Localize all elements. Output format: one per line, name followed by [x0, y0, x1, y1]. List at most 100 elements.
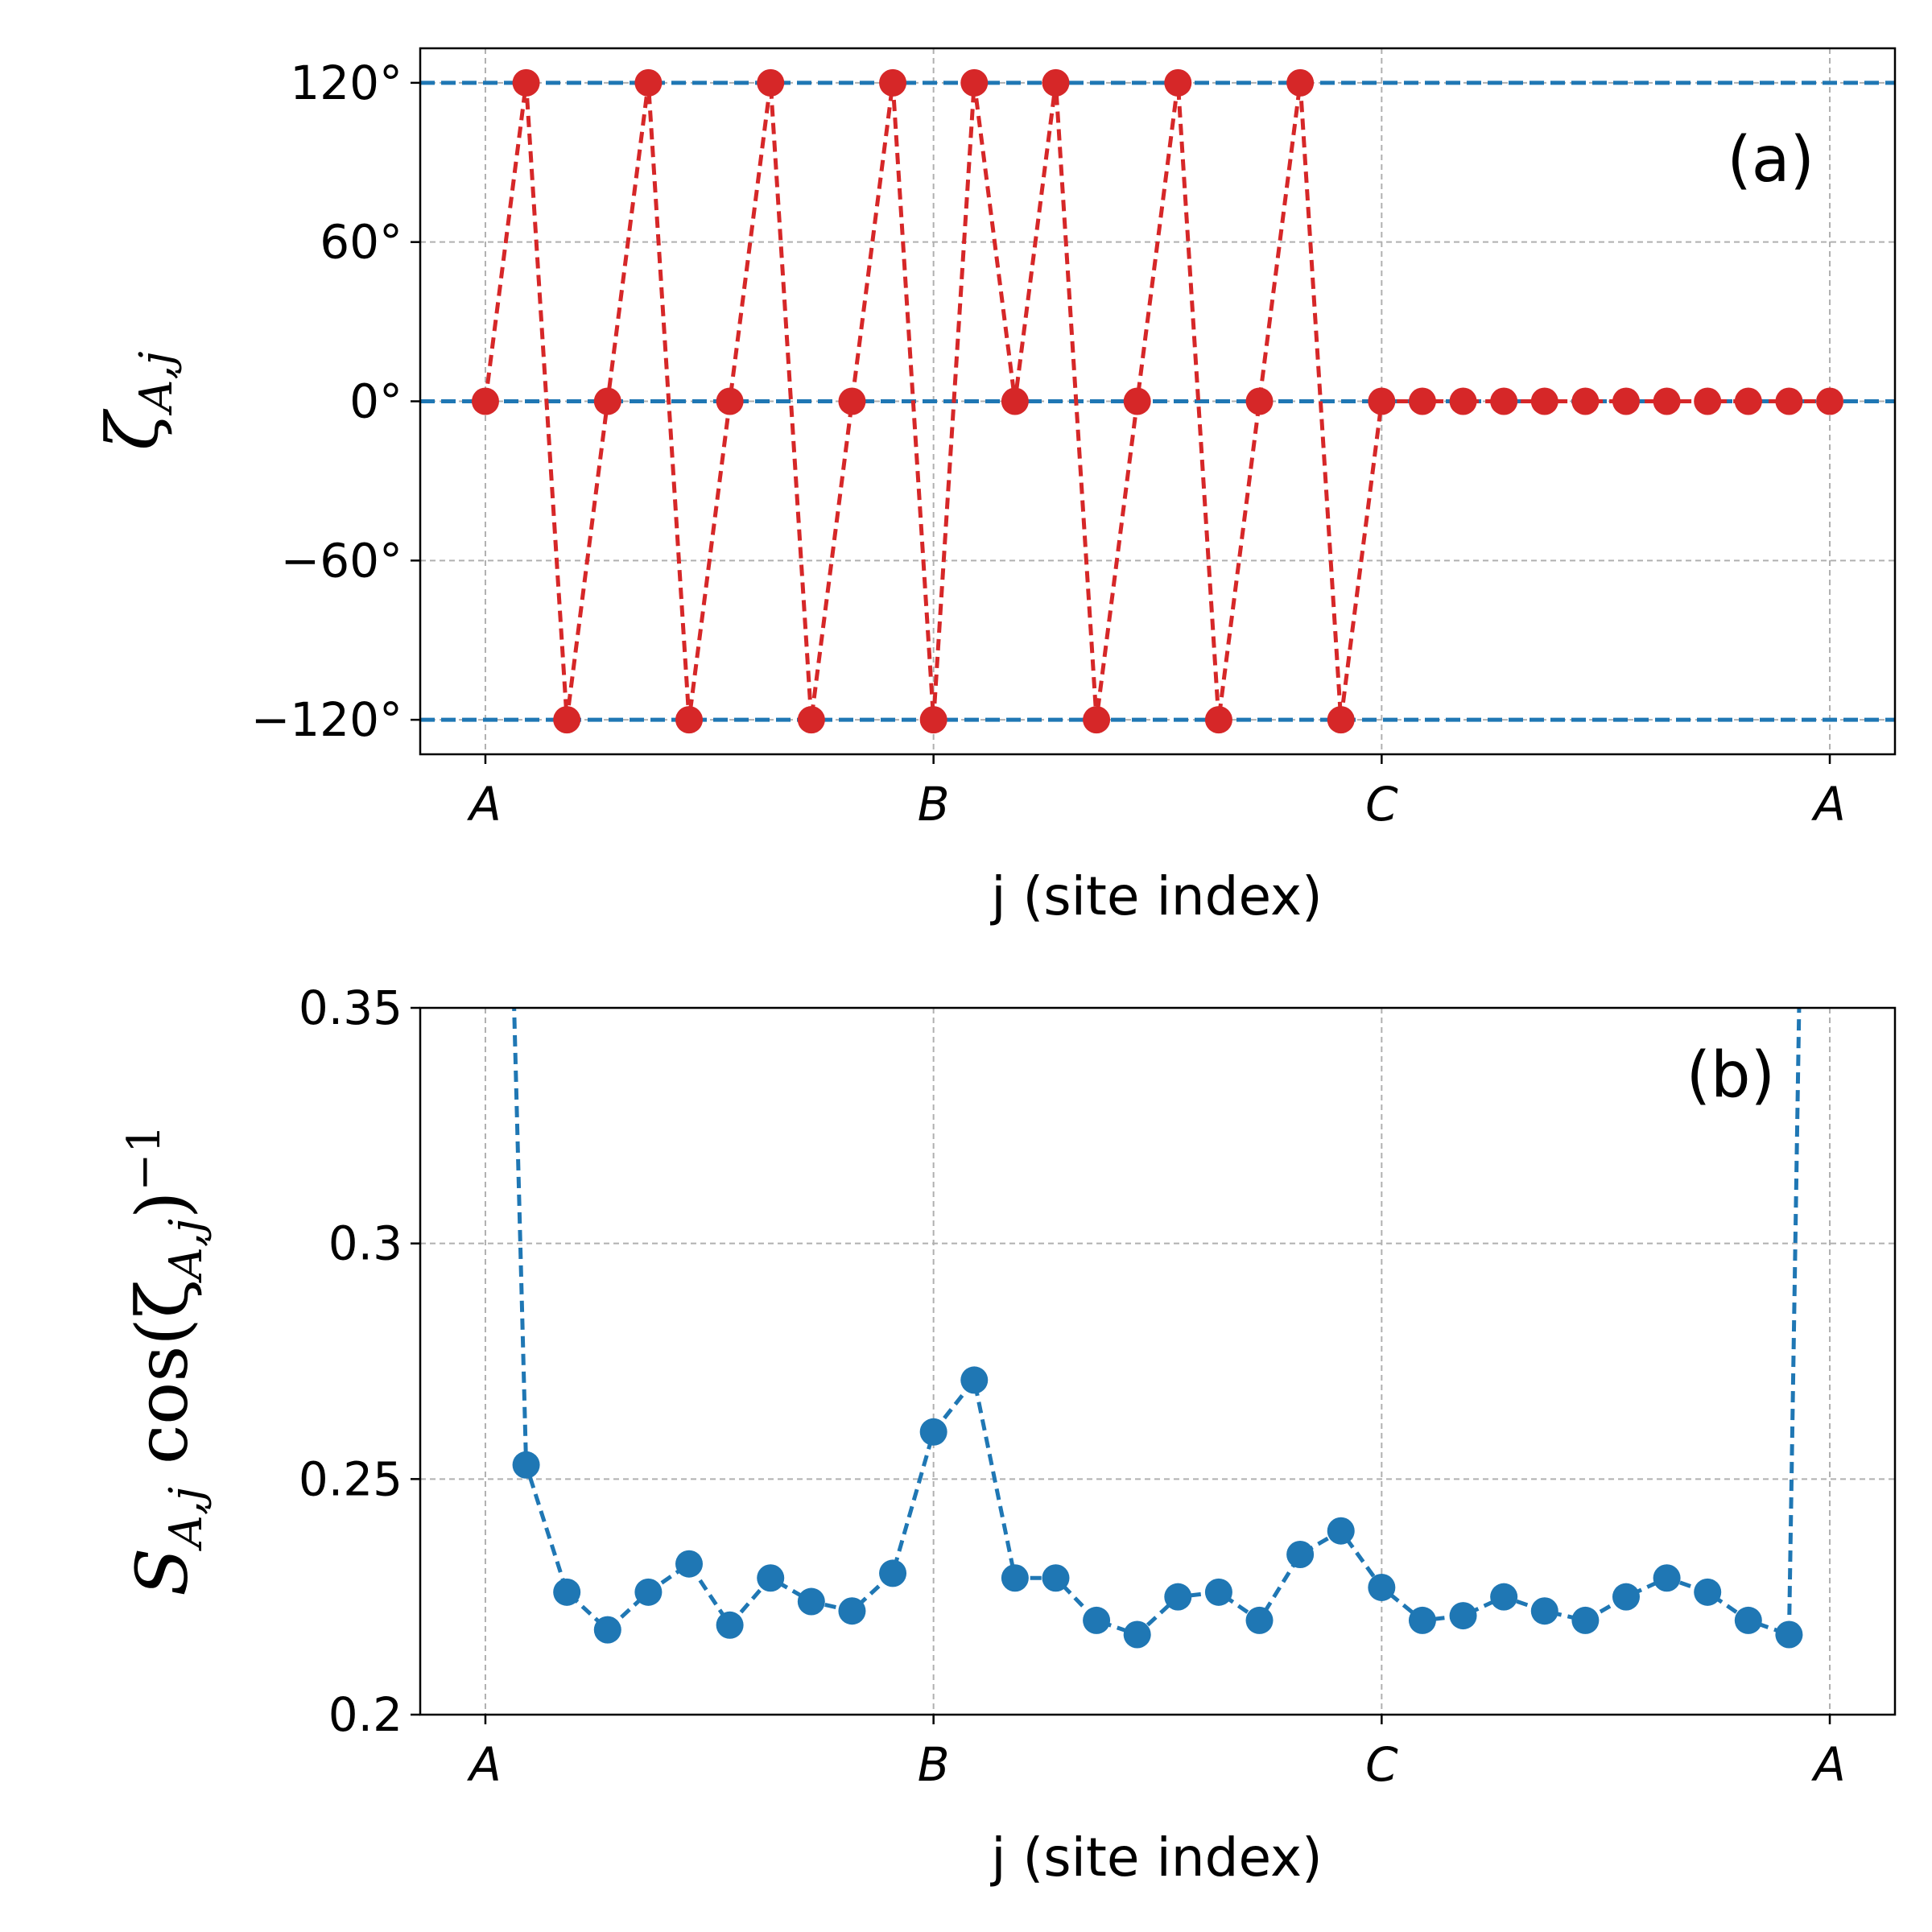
data-point: [1204, 706, 1232, 734]
data-point: [1449, 387, 1477, 415]
panel-b-label: (b): [1686, 1039, 1775, 1112]
data-point: [838, 1597, 866, 1625]
data-point: [1286, 1540, 1315, 1568]
data-point: [1327, 1517, 1355, 1545]
data-point: [1694, 387, 1722, 415]
data-point: [838, 387, 866, 415]
panel-a-xlabel: j (site index): [989, 865, 1323, 927]
data-point: [1083, 1606, 1111, 1634]
y-tick-label: −60°: [281, 533, 402, 588]
x-tick-label: B: [918, 777, 950, 832]
data-point: [634, 68, 663, 97]
data-point: [1204, 1578, 1232, 1606]
panel-a-label: (a): [1727, 124, 1814, 196]
y-tick-label: 0.25: [299, 1451, 402, 1506]
data-point: [593, 1616, 621, 1644]
y-tick-label: 0.2: [328, 1687, 402, 1742]
data-point: [553, 706, 581, 734]
data-point: [1571, 387, 1600, 415]
data-point: [512, 1451, 540, 1479]
data-point: [1123, 387, 1151, 415]
data-point: [757, 1564, 785, 1592]
data-point: [675, 1550, 704, 1578]
data-point: [1001, 1564, 1029, 1592]
y-tick-label: 0°: [349, 374, 402, 429]
data-point: [919, 706, 947, 734]
data-point: [1001, 387, 1029, 415]
y-tick-label: 120°: [290, 56, 402, 110]
x-tick-label: A: [1810, 1737, 1846, 1792]
data-point: [1408, 1606, 1436, 1634]
data-point: [797, 1587, 825, 1616]
data-point: [1653, 387, 1681, 415]
data-point: [593, 387, 621, 415]
data-point: [960, 68, 989, 97]
data-point: [1245, 1606, 1274, 1634]
panel-b-xlabel: j (site index): [989, 1827, 1323, 1889]
x-tick-label: C: [1365, 1737, 1398, 1792]
data-point: [1245, 387, 1274, 415]
data-point: [1612, 1583, 1640, 1611]
svg-text:ζA,j: ζA,j: [91, 351, 183, 450]
x-tick-label: C: [1365, 777, 1398, 832]
data-point: [716, 1611, 744, 1639]
data-point: [960, 1366, 989, 1394]
data-point: [1653, 1564, 1681, 1592]
svg-text:SA,j cos(ζA,j)−1: SA,j cos(ζA,j)−1: [118, 1125, 213, 1596]
data-point: [1042, 68, 1070, 97]
y-tick-label: 0.3: [328, 1216, 402, 1271]
x-tick-label: B: [918, 1737, 950, 1792]
data-point: [1734, 1606, 1762, 1634]
series-line: [512, 1008, 1802, 1637]
data-point: [553, 1578, 581, 1606]
data-point: [1123, 1620, 1151, 1649]
data-point: [1530, 1597, 1558, 1625]
data-point: [1490, 387, 1518, 415]
data-point: [879, 1559, 907, 1587]
panel-a-y-ticks: 120° 60° 0° −60° −120°: [251, 56, 420, 747]
x-tick-label: A: [466, 777, 502, 832]
data-point: [471, 387, 499, 415]
data-point: [919, 1418, 947, 1446]
data-point: [1286, 68, 1315, 97]
panel-a: 120° 60° 0° −60° −120° A B C A (a) j (site inde…: [91, 47, 1897, 927]
data-point: [634, 1578, 663, 1606]
panel-b-ylabel: SA,j cos(ζA,j)−1: [118, 1125, 213, 1596]
series-line: [483, 82, 1831, 720]
data-point: [675, 706, 704, 734]
y-tick-label: 60°: [320, 215, 402, 270]
data-point: [757, 68, 785, 97]
data-point: [1612, 387, 1640, 415]
x-tick-label: A: [466, 1737, 502, 1792]
data-point: [1734, 387, 1762, 415]
data-point: [1164, 68, 1192, 97]
panel-b-series: [512, 1008, 1803, 1649]
data-point: [1775, 1620, 1803, 1649]
data-point: [797, 706, 825, 734]
data-point: [716, 387, 744, 415]
data-point: [1571, 1606, 1600, 1634]
data-point: [1775, 387, 1803, 415]
y-tick-label: 0.35: [299, 980, 402, 1035]
panel-b-frame: [419, 1006, 1897, 1716]
panel-b-grid: [420, 1007, 1895, 1715]
data-point: [1042, 1564, 1070, 1592]
panel-b: 0.35 0.3 0.25 0.2 A B C A (b) j (site index) S…: [118, 980, 1897, 1889]
y-tick-label: −120°: [251, 692, 402, 747]
data-point: [512, 68, 540, 97]
data-point: [1083, 706, 1111, 734]
data-point: [1816, 387, 1844, 415]
data-point: [1408, 387, 1436, 415]
panel-a-ylabel: ζA,j: [91, 351, 183, 450]
data-point: [1368, 1573, 1396, 1601]
data-point: [1694, 1578, 1722, 1606]
data-point: [1164, 1583, 1192, 1611]
x-tick-label: A: [1810, 777, 1846, 832]
panel-a-series: [471, 68, 1844, 734]
data-point: [1368, 387, 1396, 415]
data-point: [879, 68, 907, 97]
panel-b-y-ticks: 0.35 0.3 0.25 0.2: [299, 980, 420, 1742]
